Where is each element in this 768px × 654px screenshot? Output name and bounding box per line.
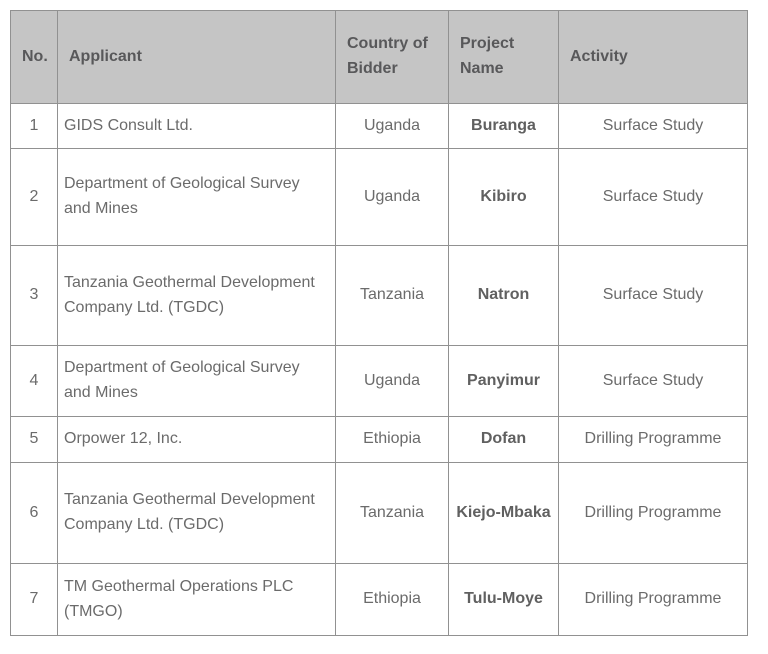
cell-applicant: Orpower 12, Inc. xyxy=(57,416,336,463)
col-header-no: No. xyxy=(10,10,58,104)
cell-no: 1 xyxy=(10,103,58,149)
cell-project: Kiejo-Mbaka xyxy=(448,462,559,564)
cell-activity: Drilling Programme xyxy=(558,416,748,463)
header-row: No. Applicant Country of Bidder Project … xyxy=(10,10,748,104)
cell-applicant: Tanzania Geothermal Development Company … xyxy=(57,245,336,346)
table-header: No. Applicant Country of Bidder Project … xyxy=(10,10,748,104)
cell-applicant: TM Geothermal Operations PLC (TMGO) xyxy=(57,563,336,636)
table-row: 1 GIDS Consult Ltd. Uganda Buranga Surfa… xyxy=(10,103,748,149)
col-header-activity: Activity xyxy=(558,10,748,104)
cell-no: 7 xyxy=(10,563,58,636)
cell-project: Buranga xyxy=(448,103,559,149)
table-body: 1 GIDS Consult Ltd. Uganda Buranga Surfa… xyxy=(10,103,748,636)
cell-no: 6 xyxy=(10,462,58,564)
bidders-table: No. Applicant Country of Bidder Project … xyxy=(10,10,748,636)
cell-project: Kibiro xyxy=(448,148,559,246)
cell-activity: Surface Study xyxy=(558,148,748,246)
col-header-applicant: Applicant xyxy=(57,10,336,104)
table-row: 4 Department of Geological Survey and Mi… xyxy=(10,345,748,417)
table-row: 2 Department of Geological Survey and Mi… xyxy=(10,148,748,246)
cell-no: 4 xyxy=(10,345,58,417)
cell-project: Tulu-Moye xyxy=(448,563,559,636)
table-row: 6 Tanzania Geothermal Development Compan… xyxy=(10,462,748,564)
cell-applicant: Tanzania Geothermal Development Company … xyxy=(57,462,336,564)
cell-country: Tanzania xyxy=(335,462,449,564)
table-row: 3 Tanzania Geothermal Development Compan… xyxy=(10,245,748,346)
cell-no: 2 xyxy=(10,148,58,246)
cell-no: 5 xyxy=(10,416,58,463)
cell-activity: Surface Study xyxy=(558,345,748,417)
cell-country: Ethiopia xyxy=(335,416,449,463)
cell-project: Natron xyxy=(448,245,559,346)
cell-country: Uganda xyxy=(335,345,449,417)
cell-activity: Surface Study xyxy=(558,103,748,149)
cell-no: 3 xyxy=(10,245,58,346)
table-row: 5 Orpower 12, Inc. Ethiopia Dofan Drilli… xyxy=(10,416,748,463)
cell-country: Uganda xyxy=(335,103,449,149)
cell-country: Tanzania xyxy=(335,245,449,346)
cell-activity: Surface Study xyxy=(558,245,748,346)
cell-applicant: Department of Geological Survey and Mine… xyxy=(57,345,336,417)
cell-applicant: GIDS Consult Ltd. xyxy=(57,103,336,149)
col-header-project: Project Name xyxy=(448,10,559,104)
cell-country: Uganda xyxy=(335,148,449,246)
col-header-country: Country of Bidder xyxy=(335,10,449,104)
cell-activity: Drilling Programme xyxy=(558,462,748,564)
cell-applicant: Department of Geological Survey and Mine… xyxy=(57,148,336,246)
cell-project: Panyimur xyxy=(448,345,559,417)
cell-country: Ethiopia xyxy=(335,563,449,636)
table-row: 7 TM Geothermal Operations PLC (TMGO) Et… xyxy=(10,563,748,636)
cell-project: Dofan xyxy=(448,416,559,463)
cell-activity: Drilling Programme xyxy=(558,563,748,636)
